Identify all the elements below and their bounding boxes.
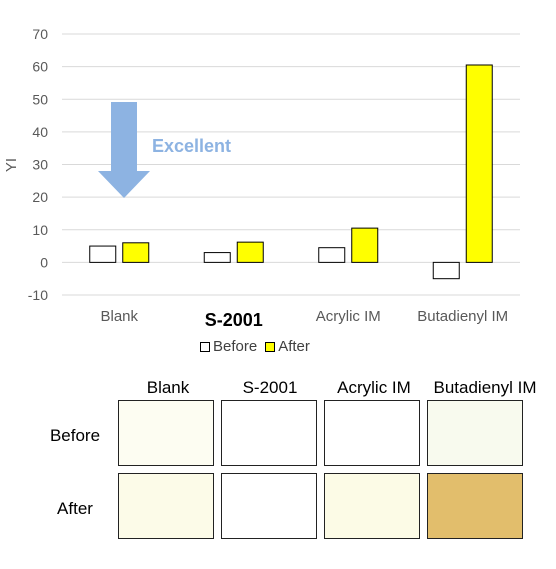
legend-label-before: Before [213, 338, 258, 355]
sample-color-grid: Blank S-2001 Acrylic IM Butadienyl IM Be… [0, 370, 556, 550]
legend-item-after: After [265, 338, 310, 355]
sample-before-s2001 [221, 400, 317, 466]
y-axis-label: YI [3, 158, 20, 172]
x-category-label: Acrylic IM [316, 308, 381, 325]
bar-before-blank [89, 245, 117, 263]
bar-before-s-2001 [203, 252, 231, 263]
y-tick-label: 70 [32, 26, 48, 42]
y-axis-ticks: 70 60 50 40 30 20 10 0 -10 [28, 26, 48, 303]
sample-before-acrylic [324, 400, 420, 466]
y-tick-label: 40 [32, 124, 48, 140]
sample-after-blank [118, 473, 214, 539]
x-category-label: Blank [100, 308, 138, 325]
legend: Before After [200, 338, 318, 355]
y-tick-label: 60 [32, 59, 48, 75]
bar-before-acrylic-im [318, 247, 346, 263]
y-tick-label: -10 [28, 287, 48, 303]
legend-item-before: Before [200, 338, 257, 355]
x-axis-categories: Blank S-2001 Acrylic IM Butadienyl IM [100, 308, 508, 330]
down-arrow-icon [98, 102, 150, 198]
sample-column-butadienyl: Butadienyl IM [433, 378, 537, 397]
legend-swatch-after [265, 341, 276, 352]
sample-after-butadienyl [427, 473, 523, 539]
sample-column-s2001: S-2001 [242, 378, 298, 397]
x-category-label: S-2001 [205, 310, 263, 330]
yi-bar-chart: 70 60 50 40 30 20 10 0 -10 Blank S-2001 Acrylic IM… [3, 26, 520, 330]
sample-after-s2001 [221, 473, 317, 539]
x-category-label: Butadienyl IM [417, 308, 508, 325]
y-tick-label: 50 [32, 91, 48, 107]
sample-before-butadienyl [427, 400, 523, 466]
y-tick-label: 0 [40, 254, 48, 270]
bar-after-blank [122, 242, 150, 263]
gridlines [62, 33, 520, 296]
annotation-text: Excellent [152, 136, 231, 156]
y-tick-label: 20 [32, 189, 48, 205]
bar-after-acrylic-im [351, 227, 379, 263]
sample-row-before: Before [49, 426, 101, 445]
y-tick-label: 30 [32, 157, 48, 173]
legend-swatch-before [200, 341, 210, 352]
bar-after-s-2001 [236, 241, 264, 263]
sample-column-acrylic: Acrylic IM [337, 378, 411, 397]
sample-row-after: After [57, 499, 93, 518]
legend-label-after: After [278, 338, 310, 355]
bar-after-butadienyl-im [465, 64, 493, 263]
bars [89, 64, 493, 280]
sample-after-acrylic [324, 473, 420, 539]
bar-before-butadienyl-im [432, 261, 460, 280]
y-tick-label: 10 [32, 222, 48, 238]
excellent-annotation: Excellent [98, 102, 231, 198]
sample-before-blank [118, 400, 214, 466]
sample-column-blank: Blank [146, 378, 190, 397]
